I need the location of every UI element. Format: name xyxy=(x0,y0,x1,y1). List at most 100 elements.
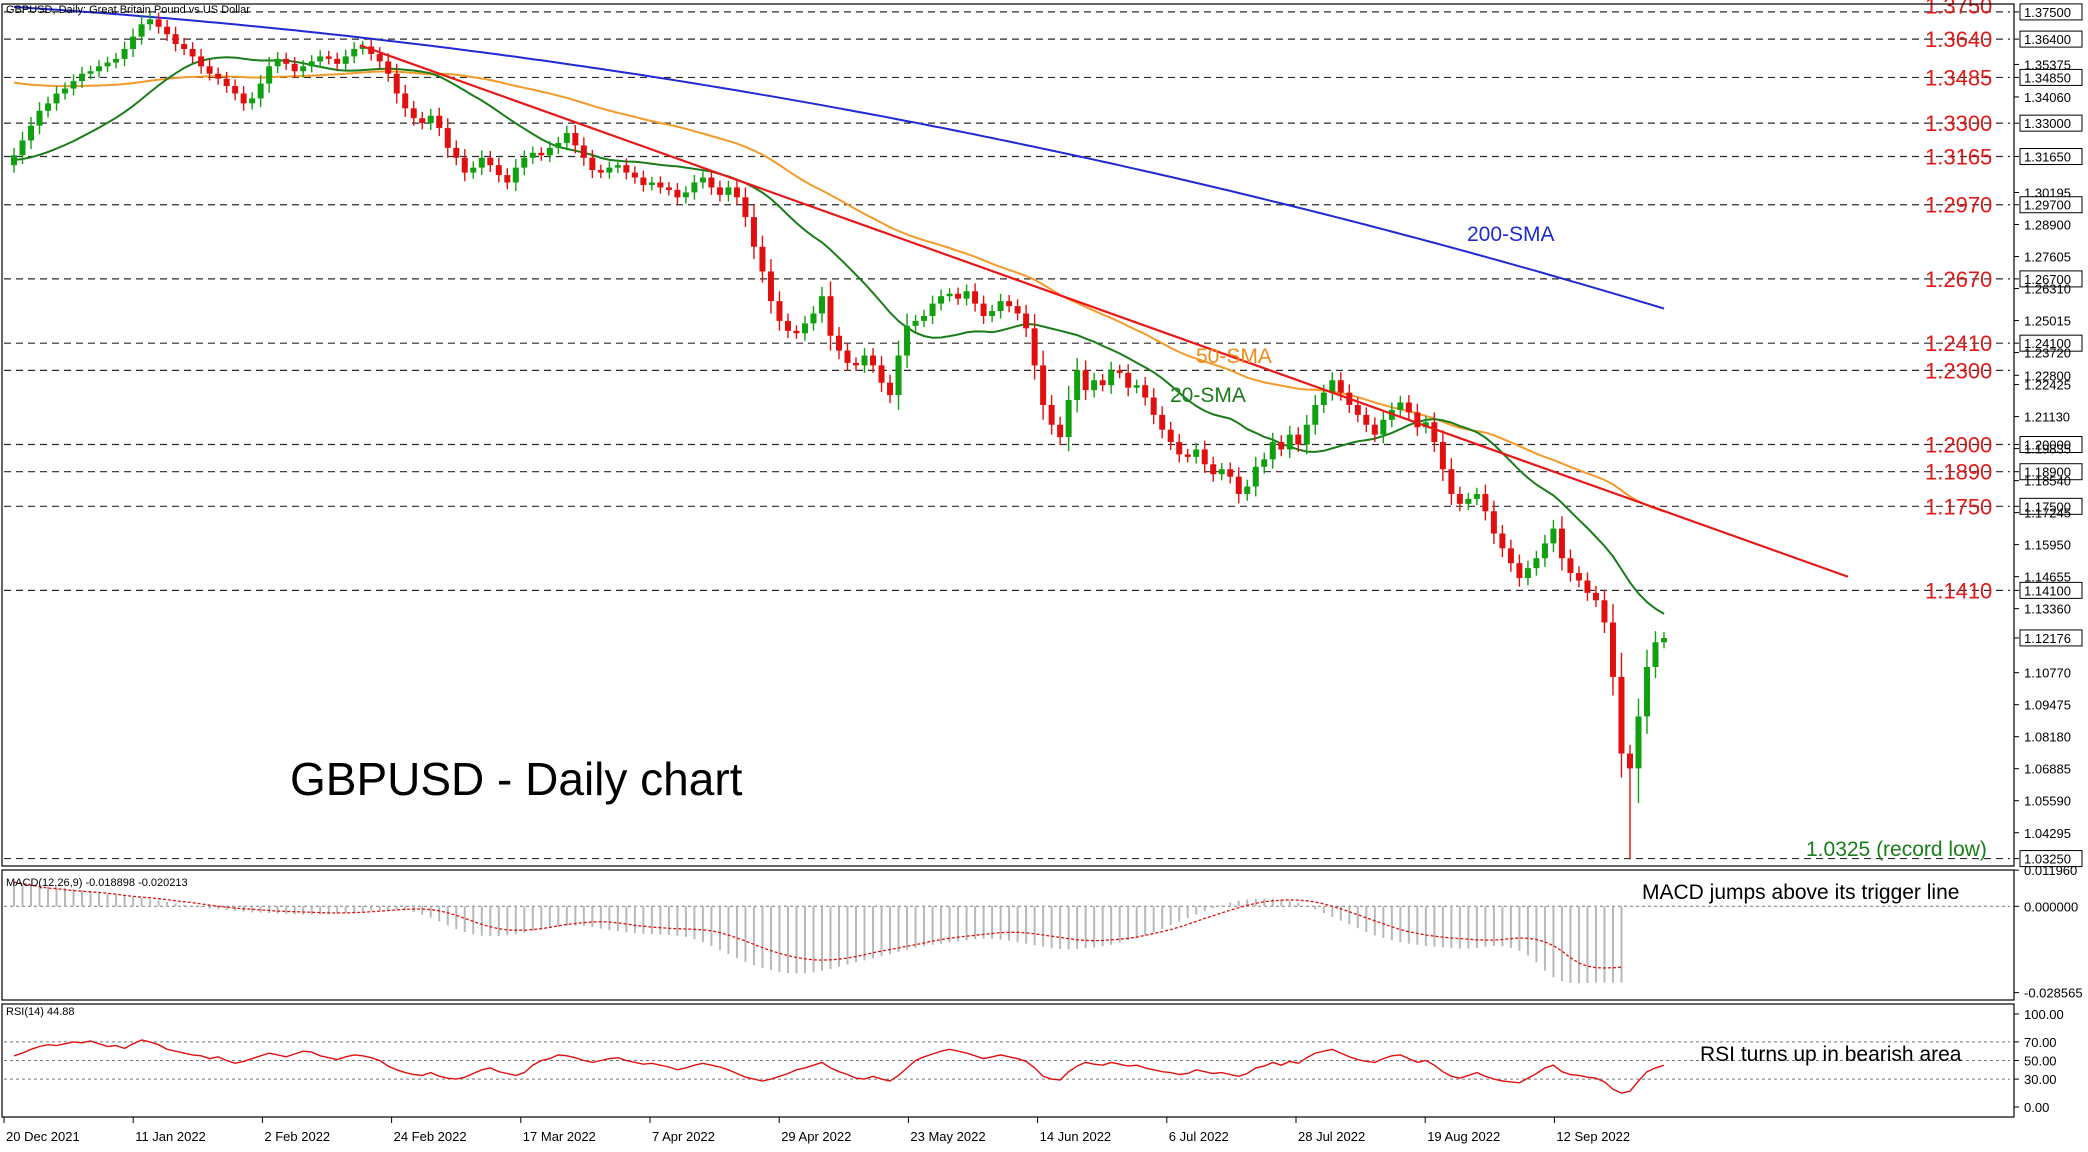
candle[interactable] xyxy=(1303,414,1310,455)
candle[interactable] xyxy=(904,313,911,368)
candle[interactable] xyxy=(1057,416,1064,446)
candle[interactable] xyxy=(351,42,358,64)
candle[interactable] xyxy=(921,309,928,328)
candle[interactable] xyxy=(419,112,426,130)
candle[interactable] xyxy=(257,74,264,108)
candle[interactable] xyxy=(1609,603,1616,696)
candle[interactable] xyxy=(1584,572,1591,601)
candle[interactable] xyxy=(691,175,698,200)
candle[interactable] xyxy=(1218,463,1225,481)
candle[interactable] xyxy=(1626,744,1633,859)
candle[interactable] xyxy=(844,342,851,371)
candle[interactable] xyxy=(1116,364,1123,379)
candle[interactable] xyxy=(79,66,86,88)
candle[interactable] xyxy=(512,158,519,192)
candle[interactable] xyxy=(1329,372,1336,401)
candle[interactable] xyxy=(1473,487,1480,506)
candle[interactable] xyxy=(53,86,60,111)
candle[interactable] xyxy=(121,41,128,67)
candle[interactable] xyxy=(1363,407,1370,433)
candle[interactable] xyxy=(402,84,409,117)
candle[interactable] xyxy=(461,149,468,182)
candle[interactable] xyxy=(827,281,834,351)
candle[interactable] xyxy=(215,67,222,85)
candle[interactable] xyxy=(1286,425,1293,459)
candle[interactable] xyxy=(1108,361,1115,394)
candle[interactable] xyxy=(113,53,120,69)
candle[interactable] xyxy=(733,180,740,205)
candle[interactable] xyxy=(955,287,962,305)
macd-panel[interactable]: 0.011960 0.000000 -0.028565 xyxy=(4,863,2083,1001)
candle[interactable] xyxy=(427,108,434,130)
candle[interactable] xyxy=(1227,462,1234,484)
candle[interactable] xyxy=(648,176,655,191)
candle[interactable] xyxy=(861,348,868,373)
candle[interactable] xyxy=(980,295,987,325)
candle[interactable] xyxy=(300,60,307,78)
candle[interactable] xyxy=(291,57,298,79)
candle[interactable] xyxy=(597,164,604,179)
candle[interactable] xyxy=(725,180,732,202)
candle[interactable] xyxy=(1252,456,1259,497)
candle[interactable] xyxy=(393,63,400,104)
candle[interactable] xyxy=(589,149,596,179)
candle[interactable] xyxy=(1167,421,1174,451)
candle[interactable] xyxy=(1397,395,1404,417)
candle[interactable] xyxy=(1371,417,1378,443)
candle[interactable] xyxy=(274,52,281,74)
candle[interactable] xyxy=(283,52,290,71)
candle[interactable] xyxy=(580,137,587,166)
candle[interactable] xyxy=(1618,652,1625,778)
candle[interactable] xyxy=(640,170,647,192)
candle[interactable] xyxy=(606,161,613,179)
candle[interactable] xyxy=(1065,385,1072,452)
candle[interactable] xyxy=(529,146,536,164)
candle[interactable] xyxy=(1091,372,1098,398)
candle[interactable] xyxy=(563,125,570,151)
candle[interactable] xyxy=(750,204,757,260)
candle[interactable] xyxy=(521,150,528,176)
candle[interactable] xyxy=(164,19,171,41)
candle[interactable] xyxy=(853,357,860,371)
candle[interactable] xyxy=(878,356,885,392)
candle[interactable] xyxy=(376,47,383,69)
candle[interactable] xyxy=(742,187,749,227)
candle[interactable] xyxy=(1448,458,1455,506)
candle[interactable] xyxy=(1592,586,1599,608)
candle[interactable] xyxy=(478,150,485,176)
candle[interactable] xyxy=(232,79,239,101)
candle[interactable] xyxy=(1465,492,1472,511)
candle[interactable] xyxy=(359,40,366,55)
candle[interactable] xyxy=(1210,456,1217,482)
candle[interactable] xyxy=(810,306,817,331)
candle[interactable] xyxy=(1567,549,1574,582)
candle[interactable] xyxy=(989,304,996,323)
candle[interactable] xyxy=(1507,539,1514,572)
candle[interactable] xyxy=(895,340,902,410)
candle[interactable] xyxy=(11,147,17,173)
candle[interactable] xyxy=(249,92,256,110)
candle[interactable] xyxy=(240,86,247,111)
candle[interactable] xyxy=(1524,560,1531,586)
candle[interactable] xyxy=(1422,416,1429,434)
time-axis[interactable]: 20 Dec 2021 11 Jan 2022 2 Feb 2022 24 Feb 2… xyxy=(3,1117,1630,1144)
candle[interactable] xyxy=(1133,379,1140,394)
candle[interactable] xyxy=(342,49,349,71)
candle[interactable] xyxy=(946,288,953,302)
candle[interactable] xyxy=(546,141,553,163)
candle[interactable] xyxy=(1405,395,1412,420)
candle[interactable] xyxy=(929,295,936,325)
candle[interactable] xyxy=(912,314,919,333)
candle[interactable] xyxy=(1278,435,1285,457)
candle[interactable] xyxy=(1516,554,1523,587)
candle[interactable] xyxy=(1048,395,1055,435)
candle[interactable] xyxy=(555,136,562,155)
candle[interactable] xyxy=(1176,434,1183,463)
candle[interactable] xyxy=(1601,589,1608,634)
candle[interactable] xyxy=(1099,374,1106,392)
candle[interactable] xyxy=(317,50,324,68)
candle[interactable] xyxy=(453,140,460,166)
candle[interactable] xyxy=(436,107,443,137)
candle[interactable] xyxy=(444,118,451,158)
